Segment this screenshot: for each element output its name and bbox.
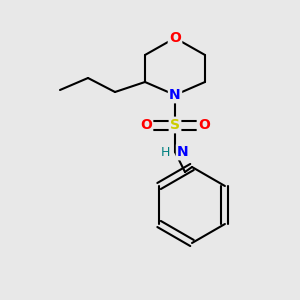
Text: O: O bbox=[169, 31, 181, 45]
Text: O: O bbox=[198, 118, 210, 132]
Text: O: O bbox=[140, 118, 152, 132]
Text: H: H bbox=[160, 146, 170, 158]
Text: N: N bbox=[169, 88, 181, 102]
Text: N: N bbox=[177, 145, 189, 159]
Text: S: S bbox=[170, 118, 180, 132]
